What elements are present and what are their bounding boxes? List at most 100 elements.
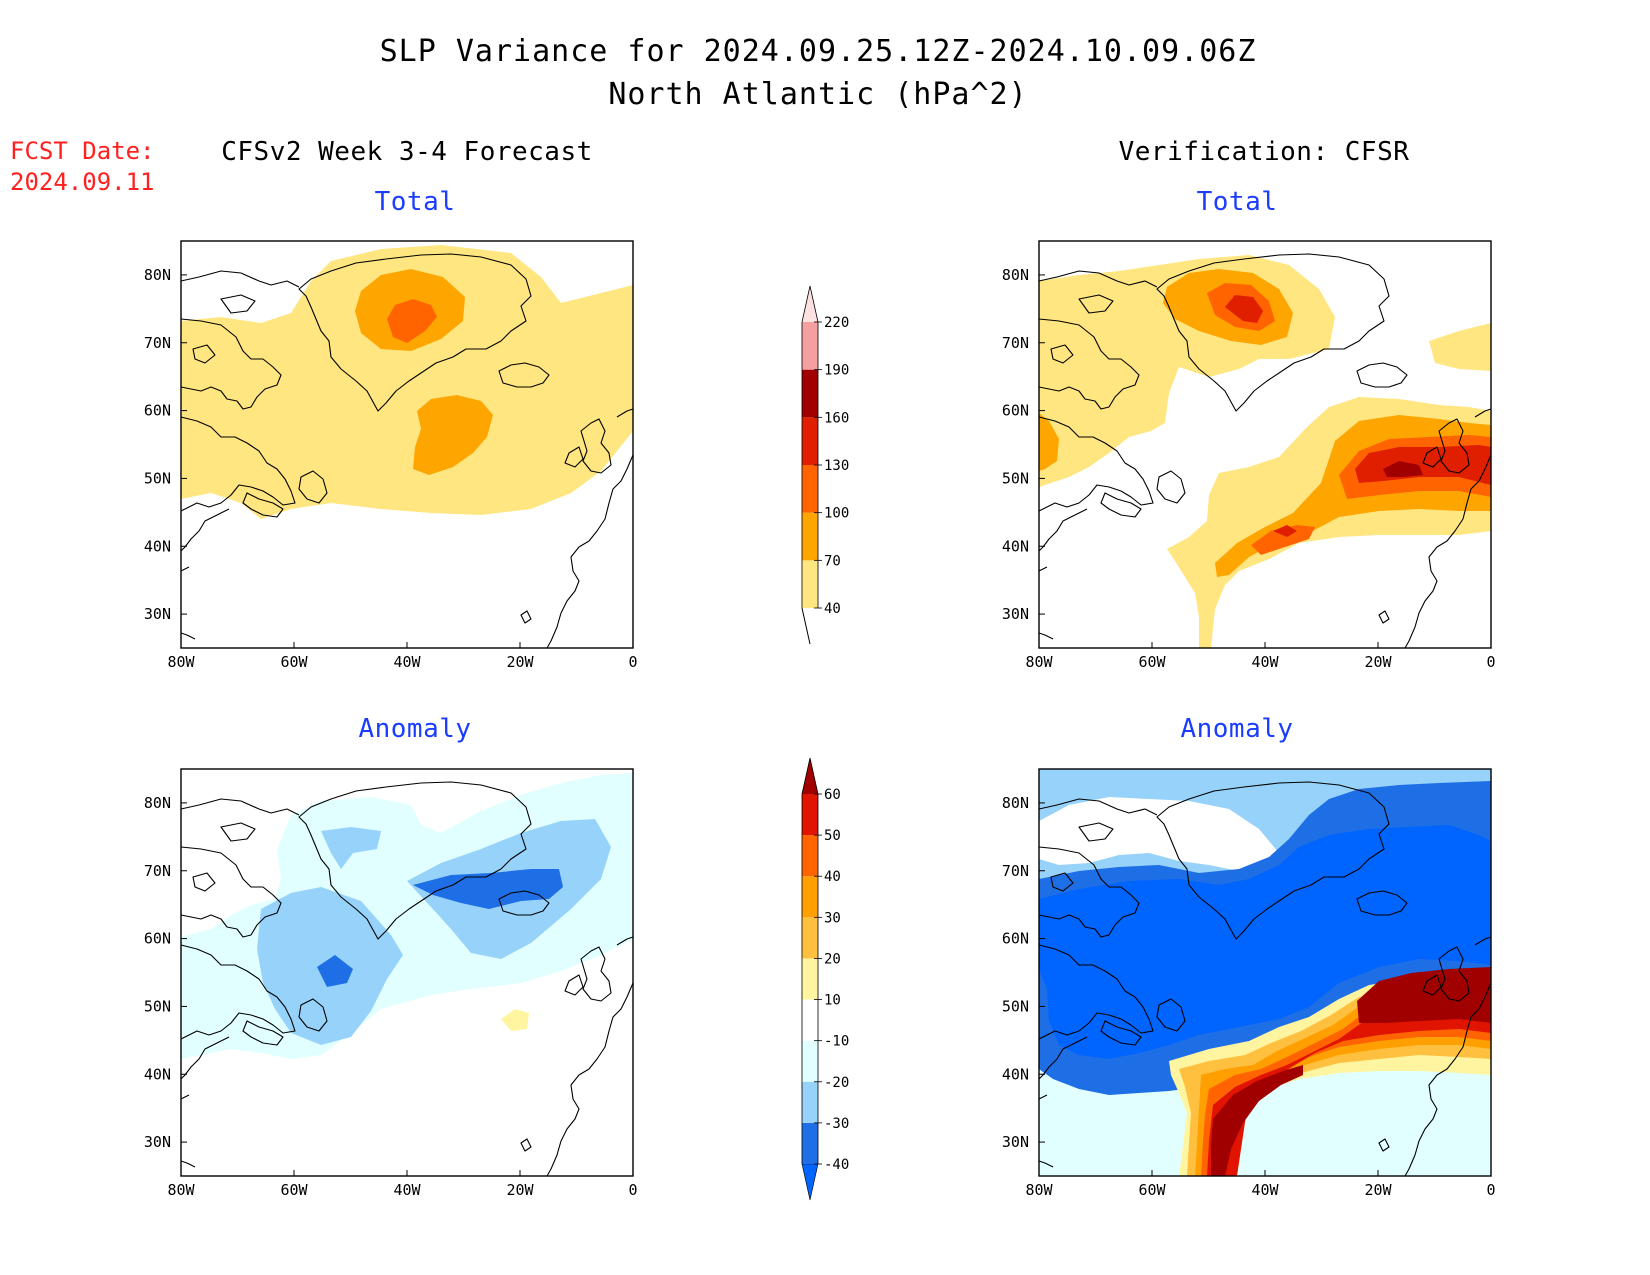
colorbar-lower-triangle — [801, 607, 811, 645]
contour-160-190-east — [1383, 461, 1423, 477]
colorbar-label: 60 — [824, 787, 841, 803]
colorbar-total: 40 70 100 130 160 190 220 — [801, 285, 849, 645]
colorbar-label: -30 — [824, 1116, 849, 1132]
main-title: SLP Variance for 2024.09.25.12Z-2024.10.… — [380, 34, 1257, 69]
lon-tick-label-verif-total: 40W — [1251, 653, 1279, 671]
lat-tick-label-verif-anomaly: 70N — [1002, 862, 1029, 880]
lon-tick-label-verif-anomaly: 40W — [1251, 1181, 1279, 1199]
contour-130-160-south — [1273, 525, 1297, 537]
colorbar-label: -40 — [824, 1157, 849, 1173]
lat-tick-label-verif-anomaly: 80N — [1002, 794, 1029, 812]
colorbar-swatch — [802, 876, 818, 918]
axes-layer: 80W 60W 40W 20W 0 30N 40N 50N 60N 70N 80N 80W 60W 40W… — [144, 266, 1496, 1199]
colorbar-label: 20 — [824, 951, 841, 967]
lon-tick-label-verif-total: 20W — [1364, 653, 1392, 671]
lat-tick-label-fcst-anomaly: 30N — [144, 1133, 171, 1151]
contour-70-100-west — [1039, 413, 1059, 471]
map-panel-verif-total — [1038, 240, 1492, 649]
lat-tick-label-verif-total: 80N — [1002, 266, 1029, 284]
colorbar-label: 100 — [824, 506, 849, 522]
contour-100-130-north — [387, 299, 437, 343]
colorbar-label: -20 — [824, 1075, 849, 1091]
lon-tick-label-fcst-anomaly: 20W — [506, 1181, 534, 1199]
colorbar-label: 40 — [824, 869, 841, 885]
colorbar-upper-triangle — [802, 758, 818, 794]
lon-tick-label-fcst-anomaly: 0 — [628, 1181, 637, 1199]
lon-tick-label-fcst-total: 20W — [506, 653, 534, 671]
anomaly-gt60-east — [1357, 967, 1491, 1023]
colorbar-label: 130 — [824, 458, 849, 474]
lat-tick-label-verif-anomaly: 30N — [1002, 1133, 1029, 1151]
contour-130-160-north — [1225, 295, 1263, 323]
anomaly-neg10-neg20 — [181, 773, 633, 1059]
contour-100-130-south — [1251, 525, 1315, 555]
colorbar-label: 50 — [824, 828, 841, 844]
colorbar-upper-triangle — [802, 286, 818, 322]
lat-tick-label-verif-total: 40N — [1002, 537, 1029, 555]
map-panel-fcst-anomaly — [180, 768, 634, 1177]
fcst-date-value: 2024.09.11 — [10, 168, 155, 196]
lon-tick-label-verif-anomaly: 0 — [1486, 1181, 1495, 1199]
anomaly-pos50-pos60 — [1207, 1005, 1491, 1176]
anomaly-white-north — [1039, 797, 1279, 871]
lat-tick-label-fcst-anomaly: 60N — [144, 930, 171, 948]
map-panel-verif-anomaly — [1038, 768, 1492, 1177]
anomaly-pos30-pos40 — [1195, 995, 1491, 1176]
colorbar-swatch — [802, 835, 818, 877]
colorbar-swatch — [802, 369, 818, 418]
lon-tick-label-verif-anomaly: 20W — [1364, 1181, 1392, 1199]
lat-tick-label-fcst-total: 80N — [144, 266, 171, 284]
contour-70-100-mid — [413, 395, 493, 475]
panel-title-fcst-anomaly: Anomaly — [358, 714, 471, 744]
colorbar-label: 30 — [824, 910, 841, 926]
anomaly-gt60-south — [1211, 1065, 1303, 1176]
lat-tick-label-fcst-anomaly: 80N — [144, 794, 171, 812]
panel-title-verif-total: Total — [1197, 187, 1278, 217]
lat-tick-label-fcst-total: 50N — [144, 469, 171, 487]
colorbar-swatch — [802, 1122, 818, 1164]
lon-tick-label-fcst-total: 40W — [393, 653, 421, 671]
anomaly-neg20-neg30-north — [321, 827, 381, 869]
lat-tick-label-fcst-total: 40N — [144, 537, 171, 555]
colorbar-label: 10 — [824, 993, 841, 1009]
colorbar-label: 40 — [824, 601, 841, 617]
lon-tick-label-fcst-anomaly: 80W — [167, 1181, 195, 1199]
fcst-date-label: FCST Date: — [10, 137, 155, 165]
colorbar-swatch — [802, 465, 818, 513]
left-column-title: CFSv2 Week 3-4 Forecast — [221, 137, 593, 167]
colorbar-swatch — [802, 794, 818, 836]
lat-tick-label-verif-total: 30N — [1002, 605, 1029, 623]
lon-tick-label-verif-anomaly: 80W — [1025, 1181, 1053, 1199]
anomaly-neg40-lower — [1039, 825, 1491, 1059]
lat-tick-label-verif-anomaly: 40N — [1002, 1065, 1029, 1083]
lat-tick-label-verif-anomaly: 50N — [1002, 997, 1029, 1015]
colorbar-label: 160 — [824, 410, 849, 426]
lon-tick-label-verif-total: 80W — [1025, 653, 1053, 671]
colorbar-label: 220 — [824, 315, 849, 331]
map-panel-fcst-total — [180, 240, 634, 649]
lat-tick-label-verif-total: 70N — [1002, 334, 1029, 352]
lon-tick-label-fcst-total: 0 — [628, 653, 637, 671]
anomaly-neg30-neg40-west — [317, 955, 353, 987]
colorbar-label: -10 — [824, 1034, 849, 1050]
lon-tick-label-fcst-anomaly: 40W — [393, 1181, 421, 1199]
lat-tick-label-fcst-anomaly: 50N — [144, 997, 171, 1015]
colorbar-swatch — [802, 417, 818, 465]
contour-40-70-east — [1429, 323, 1491, 371]
colorbar-lower-triangle — [801, 1163, 819, 1201]
lon-tick-label-verif-anomaly: 60W — [1138, 1181, 1166, 1199]
colorbar-anomaly: -40 -30 -20 -10 10 20 30 40 50 60 — [801, 757, 849, 1201]
colorbar-swatch — [802, 999, 818, 1041]
colorbar-swatch — [802, 512, 818, 561]
lon-tick-label-fcst-total: 60W — [280, 653, 308, 671]
lat-tick-label-verif-total: 50N — [1002, 469, 1029, 487]
colorbar-label: 70 — [824, 553, 841, 569]
lat-tick-label-verif-total: 60N — [1002, 402, 1029, 420]
lat-tick-label-fcst-total: 60N — [144, 402, 171, 420]
anomaly-neg30-neg40-east — [413, 869, 563, 909]
colorbar-swatch — [802, 958, 818, 1000]
panel-title-fcst-total: Total — [375, 187, 456, 217]
colorbar-label: 190 — [824, 363, 849, 379]
lat-tick-label-verif-anomaly: 60N — [1002, 930, 1029, 948]
main-subtitle: North Atlantic (hPa^2) — [608, 77, 1027, 112]
